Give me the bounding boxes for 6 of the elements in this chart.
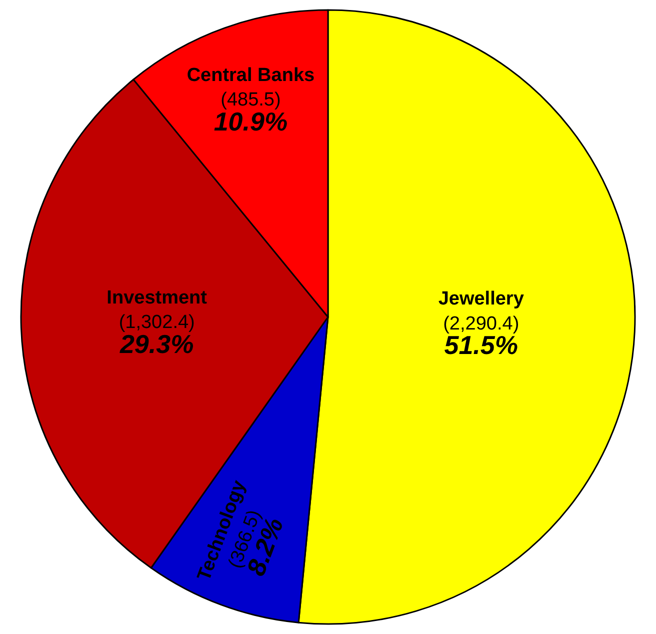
data-label: (2,290.4) 51.5% <box>443 313 520 360</box>
slice-label: Investment <box>106 287 208 308</box>
data-label: (485.5) 10.9% <box>214 90 288 136</box>
slice-label: Jewellery <box>438 288 524 310</box>
slice-label: Central Banks <box>186 64 315 86</box>
data-label: (1,302.4) 29.3% <box>118 312 195 359</box>
